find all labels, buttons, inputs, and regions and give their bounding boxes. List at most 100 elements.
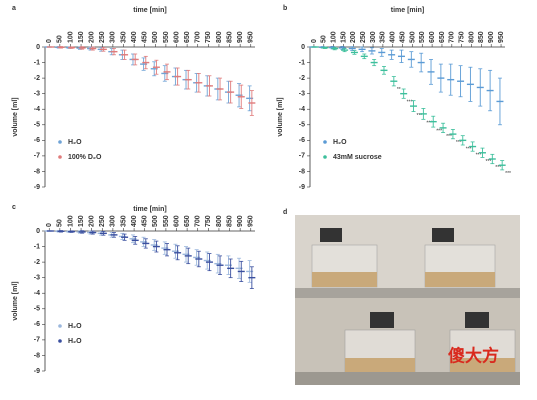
x-tick-label: 700 <box>195 215 202 227</box>
significance-label: *** <box>476 153 482 159</box>
legend-label: H₂O <box>68 323 82 330</box>
x-tick-label: 400 <box>390 31 397 43</box>
x-tick-label: 500 <box>409 31 416 43</box>
photo-panel: d 傻大方 <box>283 209 520 385</box>
x-tick-label: 100 <box>67 31 74 43</box>
y-tick-label: -8 <box>34 168 40 175</box>
x-tick-label: 550 <box>163 215 170 227</box>
x-tick-label: 200 <box>89 215 96 227</box>
x-tick-label: 100 <box>330 31 337 43</box>
legend-swatch <box>58 324 62 328</box>
x-tick-label: 0 <box>311 39 318 43</box>
y-tick-label: 0 <box>36 228 40 235</box>
legend-label: H₂O <box>68 338 82 345</box>
y-tick-label: -4 <box>299 106 305 113</box>
x-tick-label: 950 <box>498 31 505 43</box>
x-tick-label: 300 <box>110 215 117 227</box>
y-tick-label: -3 <box>34 91 40 98</box>
bedding <box>345 358 415 372</box>
x-tick-label: 800 <box>216 31 223 43</box>
x-tick-label: 50 <box>57 35 64 43</box>
legend-label: H₂O <box>68 139 82 146</box>
x-tick-label: 50 <box>321 35 328 43</box>
x-tick-label: 750 <box>459 31 466 43</box>
significance-label: *** <box>495 165 501 171</box>
y-tick-label: 0 <box>36 44 40 51</box>
x-tick-label: 950 <box>248 31 255 43</box>
x-tick-label: 750 <box>205 31 212 43</box>
y-tick-label: -1 <box>299 59 305 66</box>
y-axis-label: volume [ml] <box>277 97 284 136</box>
x-tick-label: 800 <box>468 31 475 43</box>
x-tick-label: 650 <box>439 31 446 43</box>
x-tick-label: 200 <box>89 31 96 43</box>
y-tick-label: -1 <box>34 243 40 250</box>
significance-label: *** <box>407 100 413 106</box>
x-tick-label: 650 <box>184 31 191 43</box>
y-tick-label: -7 <box>299 153 305 160</box>
scale-device <box>432 228 454 242</box>
legend-swatch <box>58 155 62 159</box>
panel-label: b <box>283 5 287 12</box>
chart-title: time [min] <box>133 206 166 213</box>
x-tick-label: 300 <box>370 31 377 43</box>
x-tick-label: 500 <box>152 31 159 43</box>
panel-label: a <box>12 5 16 12</box>
x-tick-label: 350 <box>120 31 127 43</box>
x-tick-label: 350 <box>120 215 127 227</box>
legend-swatch <box>323 155 327 159</box>
y-tick-label: -5 <box>34 306 40 313</box>
legend-label: H₂O <box>333 139 347 146</box>
x-tick-label: 600 <box>429 31 436 43</box>
y-tick-label: -9 <box>34 368 40 375</box>
x-tick-label: 700 <box>449 31 456 43</box>
y-tick-label: 0 <box>301 44 305 51</box>
y-tick-label: -5 <box>299 122 305 129</box>
significance-label: *** <box>505 171 511 177</box>
y-tick-label: -9 <box>299 184 305 191</box>
significance-label: *** <box>456 140 462 146</box>
x-tick-label: 0 <box>46 39 53 43</box>
significance-label: *** <box>466 146 472 152</box>
y-tick-label: -8 <box>34 352 40 359</box>
y-tick-label: -4 <box>34 106 40 113</box>
y-tick-label: -1 <box>34 59 40 66</box>
x-tick-label: 550 <box>163 31 170 43</box>
significance-label: *** <box>417 113 423 119</box>
x-tick-label: 900 <box>488 31 495 43</box>
x-tick-label: 400 <box>131 215 138 227</box>
y-tick-label: -5 <box>34 122 40 129</box>
panel-label: d <box>283 209 287 216</box>
x-tick-label: 350 <box>380 31 387 43</box>
x-tick-label: 550 <box>419 31 426 43</box>
x-tick-label: 600 <box>173 31 180 43</box>
significance-label: *** <box>426 121 432 127</box>
y-tick-label: -2 <box>299 75 305 82</box>
x-tick-label: 950 <box>248 215 255 227</box>
bedding <box>312 272 377 287</box>
y-tick-label: -6 <box>34 321 40 328</box>
x-tick-label: 400 <box>131 31 138 43</box>
bedding <box>450 358 515 372</box>
x-tick-label: 600 <box>173 215 180 227</box>
bedding <box>425 272 495 287</box>
x-tick-label: 150 <box>340 31 347 43</box>
panel-label: c <box>12 204 16 211</box>
x-tick-label: 250 <box>99 31 106 43</box>
y-tick-label: -4 <box>34 290 40 297</box>
x-tick-label: 700 <box>195 31 202 43</box>
x-tick-label: 150 <box>78 215 85 227</box>
x-tick-label: 300 <box>110 31 117 43</box>
scale-device <box>370 312 394 328</box>
y-tick-label: -8 <box>299 168 305 175</box>
legend-swatch <box>323 140 327 144</box>
x-tick-label: 850 <box>226 215 233 227</box>
scale-device <box>465 312 489 328</box>
x-tick-label: 900 <box>237 31 244 43</box>
x-tick-label: 50 <box>57 219 64 227</box>
y-tick-label: -2 <box>34 75 40 82</box>
y-tick-label: -6 <box>299 137 305 144</box>
legend-label: 43mM sucrose <box>333 154 382 161</box>
x-tick-label: 800 <box>216 215 223 227</box>
x-tick-label: 250 <box>360 31 367 43</box>
